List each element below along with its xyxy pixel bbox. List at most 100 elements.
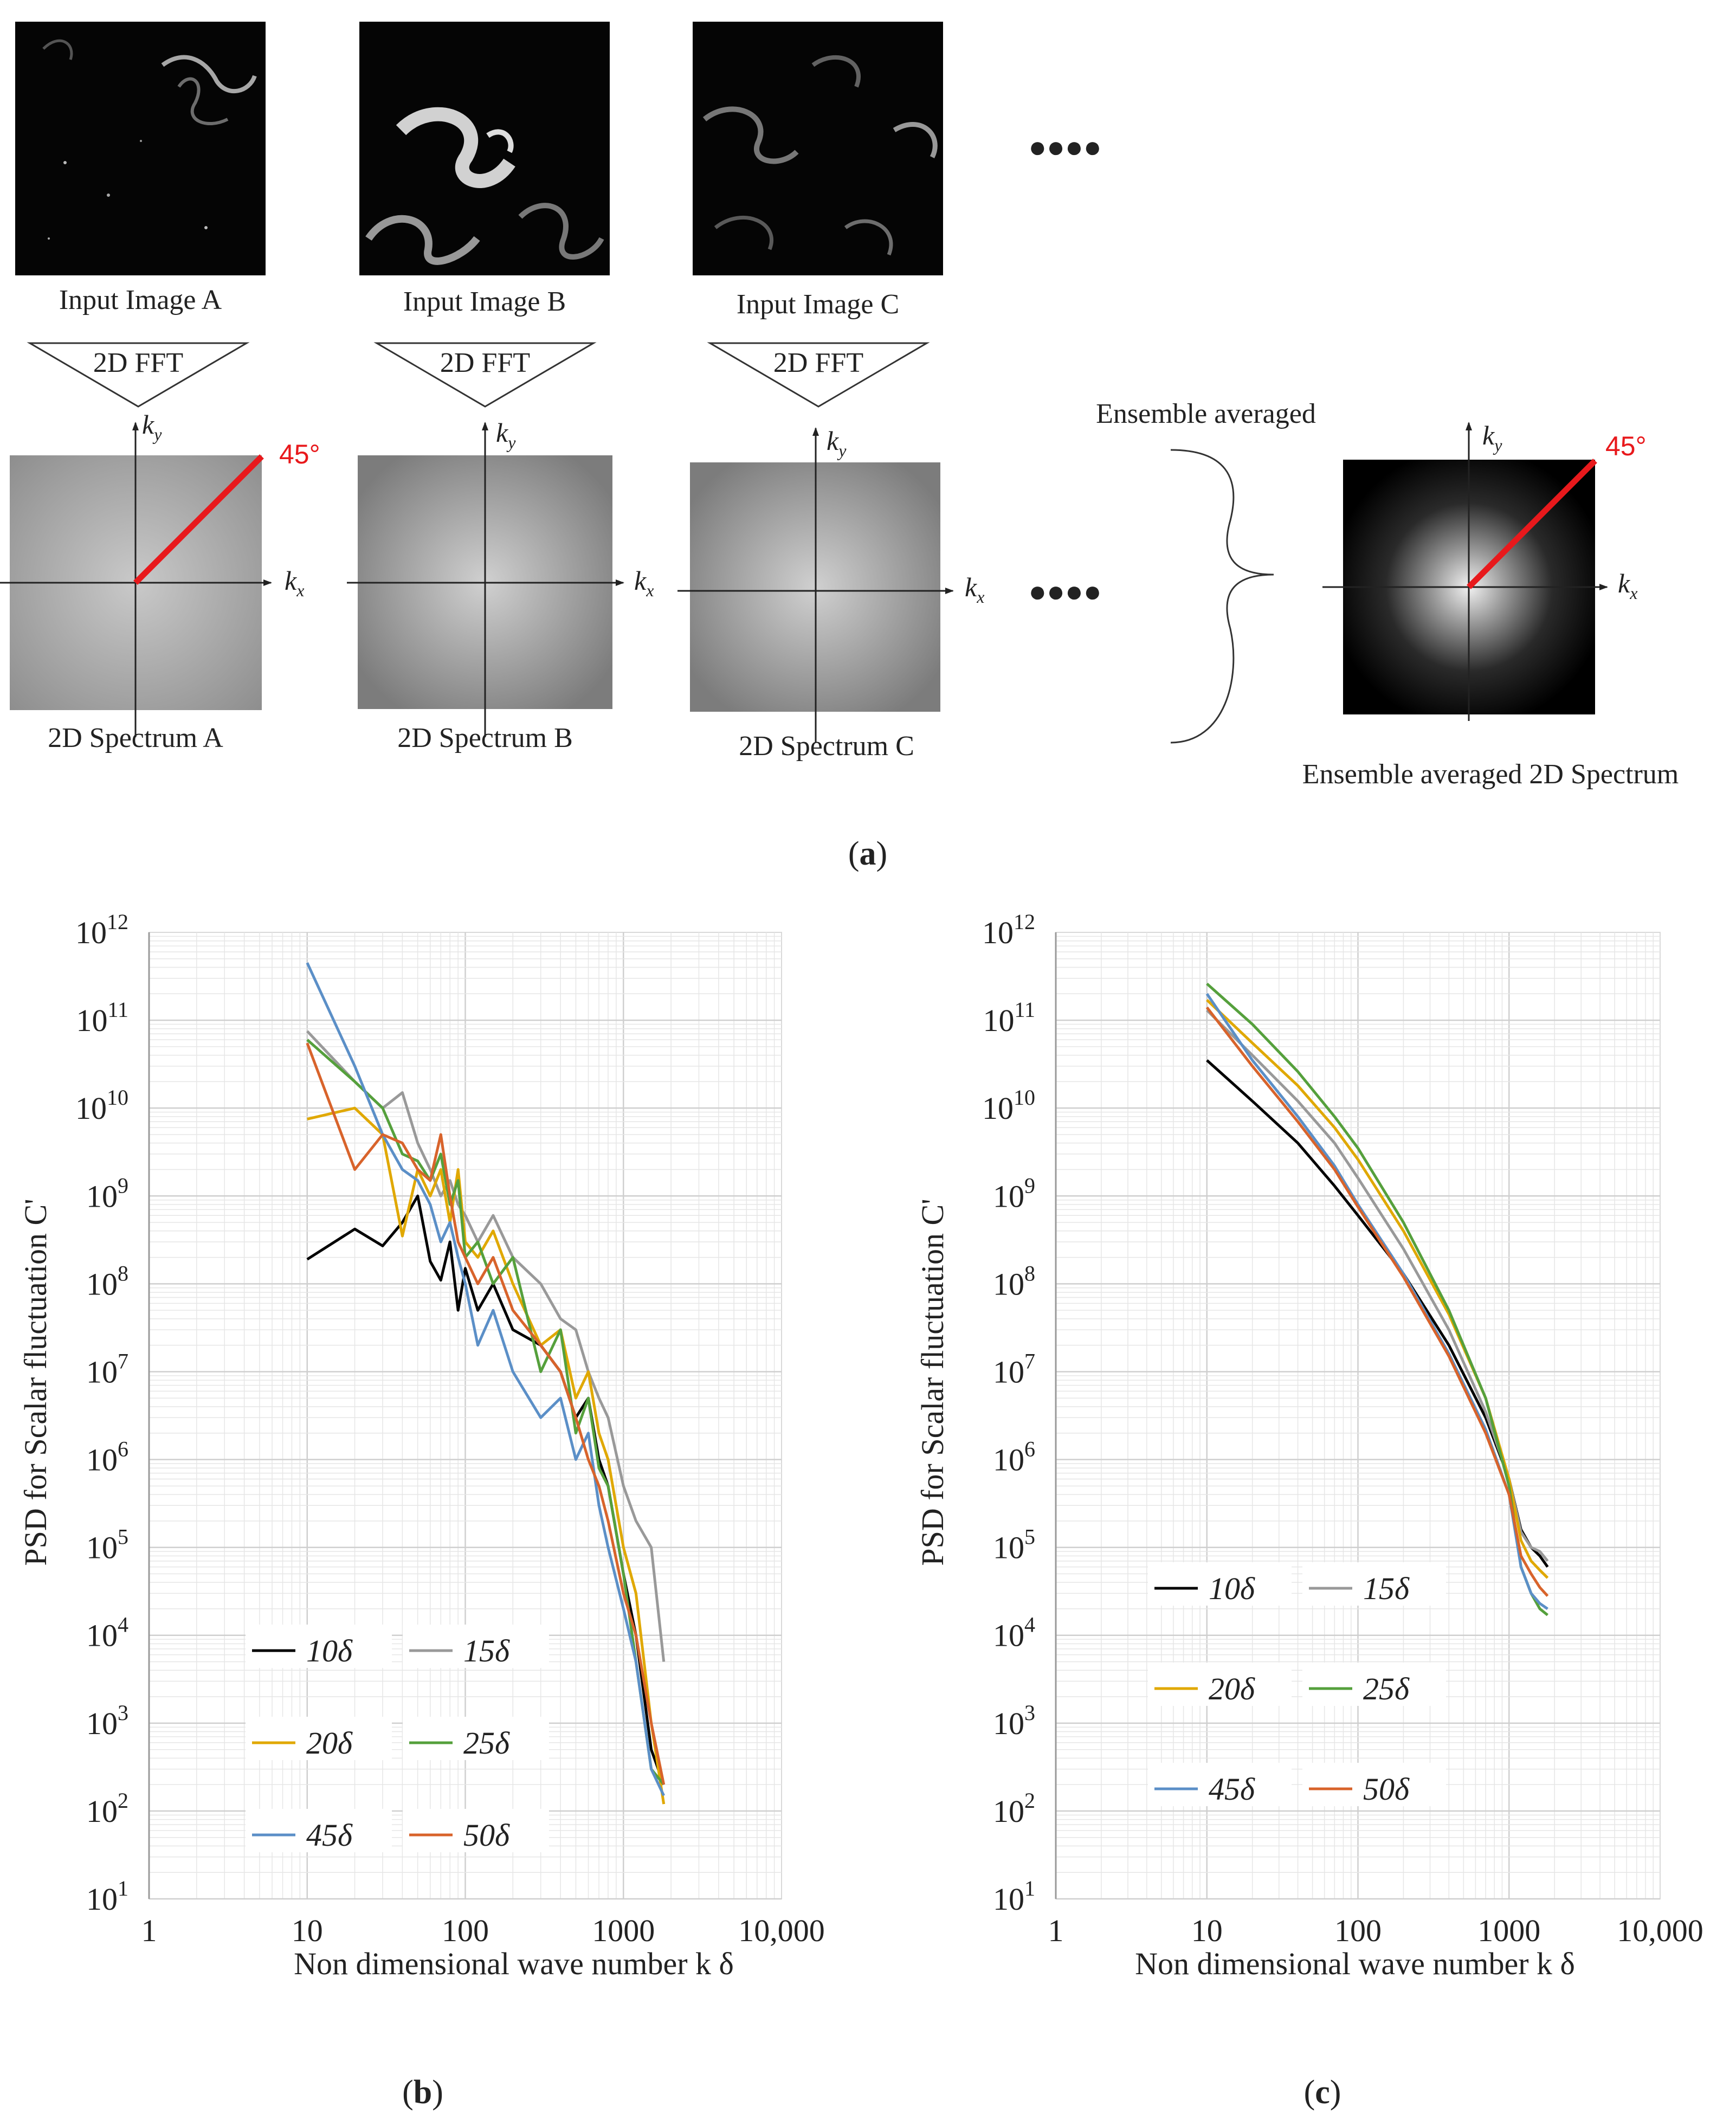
ensemble-spectrum: 45° kx ky bbox=[1322, 420, 1647, 721]
input-image-a-label: Input Image A bbox=[59, 285, 222, 315]
y-tick-label: 109 bbox=[86, 1173, 128, 1214]
ellipsis-top: ●●●● bbox=[1028, 131, 1101, 164]
y-tick-label: 106 bbox=[993, 1437, 1035, 1478]
ky-label-c: ky bbox=[827, 426, 847, 460]
ensemble-averaged-label: Ensemble averaged bbox=[1096, 398, 1316, 429]
y-tick-label: 104 bbox=[86, 1613, 128, 1653]
y-tick-label: 109 bbox=[993, 1173, 1035, 1214]
legend-label: 45δ bbox=[306, 1818, 353, 1853]
series-line-20d bbox=[307, 1106, 666, 1805]
y-tick-label: 105 bbox=[86, 1525, 128, 1565]
fft-triangle-c bbox=[707, 342, 930, 408]
fft-label-c: 2D FFT bbox=[773, 347, 863, 378]
fft-triangle-b bbox=[373, 342, 597, 408]
y-tick-label: 105 bbox=[993, 1525, 1035, 1565]
input-image-b-label: Input Image B bbox=[403, 286, 566, 317]
spectrum-b-label: 2D Spectrum B bbox=[397, 723, 573, 753]
caption-b: (b) bbox=[402, 2074, 443, 2111]
chart-c-series bbox=[1205, 982, 1549, 1616]
legend-bg bbox=[403, 1625, 549, 1668]
ellipsis-middle: ●●●● bbox=[1028, 575, 1101, 609]
legend-bg bbox=[403, 1717, 549, 1760]
legend-label: 15δ bbox=[1363, 1571, 1410, 1606]
angle-line-ensemble bbox=[1467, 459, 1597, 589]
legend-label: 20δ bbox=[1209, 1671, 1255, 1706]
legend-label: 10δ bbox=[1209, 1571, 1255, 1606]
x-tick-label: 10 bbox=[292, 1913, 323, 1948]
legend-label: 50δ bbox=[1363, 1771, 1410, 1807]
fft-label-b: 2D FFT bbox=[440, 347, 530, 378]
y-tick-label: 1012 bbox=[75, 910, 128, 950]
spectrum-b: kx ky bbox=[347, 417, 654, 737]
ky-label-a: ky bbox=[142, 409, 162, 444]
chart-c-x-axis: 1 10 100 1000 10,000 bbox=[1048, 1913, 1703, 1948]
y-tick-label: 104 bbox=[993, 1613, 1035, 1653]
legend-item: 10δ bbox=[246, 1625, 392, 1668]
legend-bg bbox=[1302, 1763, 1446, 1806]
legend-label: 10δ bbox=[306, 1633, 353, 1668]
legend-bg bbox=[246, 1809, 392, 1852]
y-tick-label: 107 bbox=[86, 1349, 128, 1389]
x-tick-label: 10 bbox=[1191, 1913, 1223, 1948]
input-image-a bbox=[15, 22, 266, 275]
y-tick-label: 102 bbox=[993, 1788, 1035, 1829]
kx-label-c: kx bbox=[965, 572, 984, 607]
x-tick-label: 1000 bbox=[592, 1913, 655, 1948]
legend-item: 45δ bbox=[1148, 1763, 1292, 1807]
series-line-20d bbox=[1206, 998, 1549, 1579]
chart-c-legend: 10δ 15δ 20δ 25δ 45δ 50δ bbox=[1148, 1562, 1446, 1807]
series-line-15d bbox=[1206, 1009, 1549, 1562]
y-tick-label: 101 bbox=[86, 1876, 128, 1917]
series-line-50d bbox=[306, 1042, 666, 1785]
legend-label: 15δ bbox=[463, 1633, 510, 1668]
angle-line-a bbox=[133, 454, 264, 585]
y-tick-label: 101 bbox=[993, 1876, 1035, 1917]
x-tick-label: 10,000 bbox=[1617, 1913, 1703, 1948]
chart-b-xlabel: Non dimensional wave number k δ bbox=[294, 1946, 734, 1981]
fft-label-a: 2D FFT bbox=[93, 347, 183, 378]
ky-label-b: ky bbox=[496, 417, 516, 452]
chart-b-legend: 10δ 15δ 20δ 25δ 45δ 50δ bbox=[246, 1625, 549, 1853]
legend-item: 25δ bbox=[403, 1717, 549, 1761]
spectrum-c-label: 2D Spectrum C bbox=[739, 731, 914, 762]
y-tick-label: 1010 bbox=[75, 1085, 128, 1126]
legend-label: 25δ bbox=[1363, 1671, 1410, 1706]
input-image-b bbox=[359, 22, 610, 275]
spectrum-c: kx ky bbox=[677, 426, 984, 743]
legend-item: 15δ bbox=[403, 1625, 549, 1668]
ensemble-brace bbox=[1170, 449, 1274, 744]
angle-label-ensemble: 45° bbox=[1605, 431, 1647, 461]
x-tick-label: 10,000 bbox=[738, 1913, 825, 1948]
y-tick-label: 1011 bbox=[76, 997, 128, 1038]
spectrum-a-label: 2D Spectrum A bbox=[48, 723, 223, 753]
chart-c-xlabel: Non dimensional wave number k δ bbox=[1135, 1946, 1575, 1981]
legend-label: 20δ bbox=[306, 1725, 353, 1761]
legend-bg bbox=[1302, 1663, 1446, 1706]
x-tick-label: 1000 bbox=[1477, 1913, 1540, 1948]
ky-label-ensemble: ky bbox=[1482, 420, 1502, 455]
legend-item: 15δ bbox=[1302, 1562, 1446, 1606]
chart-b-x-axis: 1 10 100 1000 10,000 bbox=[141, 1913, 825, 1948]
legend-label: 45δ bbox=[1209, 1771, 1255, 1807]
y-tick-label: 106 bbox=[86, 1437, 128, 1478]
legend-bg bbox=[1148, 1663, 1292, 1706]
series-line-50d bbox=[1205, 1006, 1549, 1597]
chart-c-ylabel: PSD for Scalar fluctuation C' bbox=[915, 1199, 950, 1565]
spectrum-a: 45° kx ky bbox=[0, 409, 320, 737]
legend-label: 25δ bbox=[463, 1725, 510, 1761]
y-tick-label: 102 bbox=[86, 1788, 128, 1829]
legend-bg bbox=[246, 1717, 392, 1760]
series-line-45d bbox=[306, 962, 665, 1796]
legend-item: 50δ bbox=[1302, 1763, 1446, 1807]
legend-bg bbox=[246, 1625, 392, 1668]
caption-a: (a) bbox=[848, 835, 887, 872]
y-tick-label: 1010 bbox=[982, 1085, 1035, 1126]
legend-label: 50δ bbox=[463, 1818, 510, 1853]
legend-bg bbox=[1302, 1562, 1446, 1606]
series-line-15d bbox=[306, 1030, 666, 1662]
x-tick-label: 100 bbox=[442, 1913, 489, 1948]
legend-bg bbox=[1148, 1562, 1292, 1606]
kx-label-ensemble: kx bbox=[1618, 568, 1637, 603]
kx-label-b: kx bbox=[634, 565, 654, 600]
